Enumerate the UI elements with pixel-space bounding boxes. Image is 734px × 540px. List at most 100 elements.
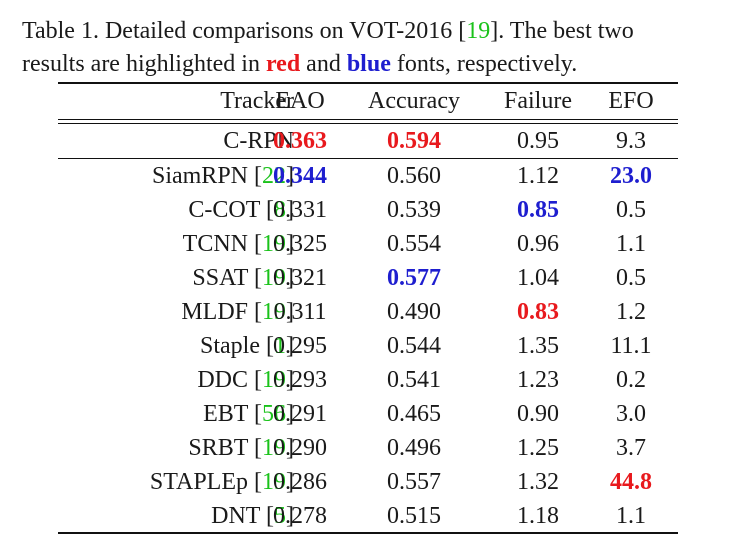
table-bottom-rule (58, 532, 678, 534)
accuracy-value: 0.490 (387, 299, 441, 325)
accuracy-value: 0.544 (387, 333, 441, 359)
accuracy-value: 0.465 (387, 401, 441, 427)
caption-text: results are highlighted in (22, 51, 266, 77)
table-row: SRBT [19] 0.290 0.496 1.25 3.7 (58, 431, 678, 465)
eao-value: 0.290 (273, 435, 327, 461)
efo-value: 1.1 (616, 231, 646, 257)
caption-line-1: Table 1. Detailed comparisons on VOT-201… (22, 15, 722, 48)
failure-value: 0.83 (517, 299, 559, 325)
accuracy-value: 0.554 (387, 231, 441, 257)
caption-text: Table 1. Detailed comparisons on VOT-201… (22, 18, 467, 44)
citation-link[interactable]: 19 (262, 265, 286, 291)
efo-value: 3.0 (616, 401, 646, 427)
failure-value: 1.18 (517, 503, 559, 529)
failure-value: 1.23 (517, 367, 559, 393)
tracker-label: SSAT (192, 265, 248, 291)
efo-value: 0.2 (616, 367, 646, 393)
tracker-label: Staple (200, 333, 260, 359)
citation-link[interactable]: 19 (262, 367, 286, 393)
accuracy-value: 0.577 (387, 265, 441, 291)
accuracy-value: 0.515 (387, 503, 441, 529)
caption-text: fonts, respectively. (390, 51, 578, 77)
failure-value: 0.85 (517, 197, 559, 223)
citation-link[interactable]: 19 (262, 469, 286, 495)
table-row: DDC [19] 0.293 0.541 1.23 0.2 (58, 363, 678, 397)
eao-value: 0.321 (273, 265, 327, 291)
tracker-name: C-RPN (223, 124, 294, 158)
eao-value: 0.325 (273, 231, 327, 257)
citation-link[interactable]: 1 (274, 333, 286, 359)
header-efo: EFO (608, 88, 654, 114)
failure-value: 1.32 (517, 469, 559, 495)
tracker-label: MLDF (181, 299, 248, 325)
tracker-name: SSAT [19] (192, 265, 294, 291)
table-row: SiamRPN [22] 0.344 0.560 1.12 23.0 (58, 159, 678, 193)
table-row: EBT [56] 0.291 0.465 0.90 3.0 (58, 397, 678, 431)
proposed-method-separator (58, 158, 678, 159)
caption-red-word: red (265, 51, 301, 77)
citation-link[interactable]: 19 (262, 231, 286, 257)
efo-value: 11.1 (610, 333, 652, 359)
accuracy-value: 0.594 (387, 128, 441, 154)
accuracy-value: 0.496 (387, 435, 441, 461)
citation-link[interactable]: 56 (262, 401, 286, 427)
caption-citation[interactable]: 19 (466, 18, 491, 44)
citation-link[interactable]: 22 (262, 163, 286, 189)
tracker-name: SRBT [19] (188, 435, 294, 461)
accuracy-value: 0.557 (387, 469, 441, 495)
tracker-name: EBT [56] (203, 401, 294, 427)
eao-value: 0.278 (273, 503, 327, 529)
tracker-name: DNT [5] (211, 503, 294, 529)
tracker-name: C-COT [8] (188, 197, 294, 223)
failure-value: 1.35 (517, 333, 559, 359)
tracker-label: SRBT (188, 435, 248, 461)
tracker-name: STAPLEp [19] (149, 469, 294, 495)
citation-link[interactable]: 8 (274, 197, 286, 223)
table-caption: Table 1. Detailed comparisons on VOT-201… (22, 15, 722, 81)
table-top-rule (58, 82, 678, 84)
caption-line-2: results are highlighted in red and blue … (22, 48, 722, 81)
failure-value: 1.25 (517, 435, 559, 461)
table-row: C-COT [8] 0.331 0.539 0.85 0.5 (58, 193, 678, 227)
accuracy-value: 0.541 (387, 367, 441, 393)
failure-value: 0.96 (517, 231, 559, 257)
tracker-label: DNT (211, 503, 260, 529)
efo-value: 0.5 (616, 197, 646, 223)
tracker-label: SiamRPN (151, 163, 248, 189)
eao-value: 0.331 (273, 197, 327, 223)
efo-value: 9.3 (616, 128, 646, 154)
header-accuracy: Accuracy (368, 88, 460, 114)
eao-value: 0.311 (273, 299, 327, 325)
citation-link[interactable]: 19 (262, 299, 286, 325)
accuracy-value: 0.539 (387, 197, 441, 223)
table-row: TCNN [19] 0.325 0.554 0.96 1.1 (58, 227, 678, 261)
failure-value: 1.12 (517, 163, 559, 189)
eao-value: 0.286 (273, 469, 327, 495)
eao-value: 0.344 (273, 163, 327, 189)
eao-value: 0.295 (273, 333, 327, 359)
failure-value: 0.90 (517, 401, 559, 427)
header-eao: EAO (275, 88, 325, 114)
tracker-label: STAPLEp (149, 469, 248, 495)
tracker-name: MLDF [19] (181, 299, 294, 325)
header-double-rule (58, 119, 678, 120)
tracker-label: TCNN (182, 231, 248, 257)
accuracy-value: 0.560 (387, 163, 441, 189)
table-row: Staple [1] 0.295 0.544 1.35 11.1 (58, 329, 678, 363)
efo-value: 1.1 (616, 503, 646, 529)
header-double-rule (58, 123, 678, 124)
caption-blue-word: blue (346, 51, 391, 77)
failure-value: 0.95 (517, 128, 559, 154)
table-row: DNT [5] 0.278 0.515 1.18 1.1 (58, 499, 678, 533)
citation-link[interactable]: 5 (274, 503, 286, 529)
efo-value: 23.0 (610, 163, 652, 189)
citation-link[interactable]: 19 (262, 435, 286, 461)
tracker-label: C-COT (188, 197, 260, 223)
efo-value: 3.7 (616, 435, 646, 461)
caption-text: and (300, 51, 347, 77)
table-row: C-RPN 0.363 0.594 0.95 9.3 (58, 124, 678, 158)
tracker-label: C-RPN (223, 128, 294, 154)
caption-text: ]. The best two (490, 18, 634, 44)
efo-value: 0.5 (616, 265, 646, 291)
eao-value: 0.363 (273, 128, 327, 154)
